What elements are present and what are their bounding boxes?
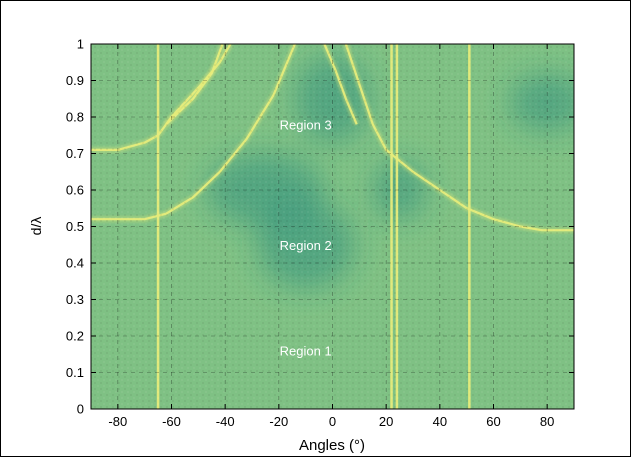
region-label: Region 1 bbox=[280, 344, 332, 359]
plot-area bbox=[91, 44, 574, 409]
region-label: Region 2 bbox=[280, 238, 332, 253]
y-tick-label: 0.5 bbox=[66, 219, 84, 234]
x-tick-label: -80 bbox=[108, 414, 127, 429]
grid-lines bbox=[91, 44, 574, 409]
region-annotations: Region 3 Region 2 Region 1 bbox=[280, 117, 332, 358]
y-tick-label: 0.1 bbox=[66, 365, 84, 380]
y-tick-label: 1 bbox=[77, 37, 84, 52]
x-tick-label: -60 bbox=[162, 414, 181, 429]
x-tick-label: 40 bbox=[433, 414, 447, 429]
y-tick-label: 0.3 bbox=[66, 292, 84, 307]
texture-overlay bbox=[91, 44, 574, 409]
x-axis-label: Angles (°) bbox=[299, 437, 365, 454]
x-tick-label: 20 bbox=[379, 414, 393, 429]
x-tick-label: 0 bbox=[329, 414, 336, 429]
y-tick-label: 0.4 bbox=[66, 256, 84, 271]
x-tick-label: -20 bbox=[269, 414, 288, 429]
y-tick-label: 0.9 bbox=[66, 73, 84, 88]
y-tick-label: 0 bbox=[77, 402, 84, 417]
region-label: Region 3 bbox=[280, 117, 332, 132]
svg-text:d/λ: d/λ bbox=[28, 217, 44, 236]
y-axis-label: d/λ bbox=[28, 217, 44, 236]
x-tick-label: -40 bbox=[216, 414, 235, 429]
x-tick-label: 80 bbox=[540, 414, 554, 429]
y-tick-label: 0.6 bbox=[66, 183, 84, 198]
y-tick-label: 0.2 bbox=[66, 329, 84, 344]
y-tick-label: 0.8 bbox=[66, 110, 84, 125]
x-tick-label: 60 bbox=[486, 414, 500, 429]
y-tick-label: 0.7 bbox=[66, 146, 84, 161]
y-axis-ticks: 0 0.1 0.2 0.3 0.4 0.5 0.6 0.7 0.8 0.9 1 bbox=[66, 37, 574, 417]
x-axis-ticks: -80 -60 -40 -20 0 20 40 60 80 bbox=[108, 44, 554, 429]
